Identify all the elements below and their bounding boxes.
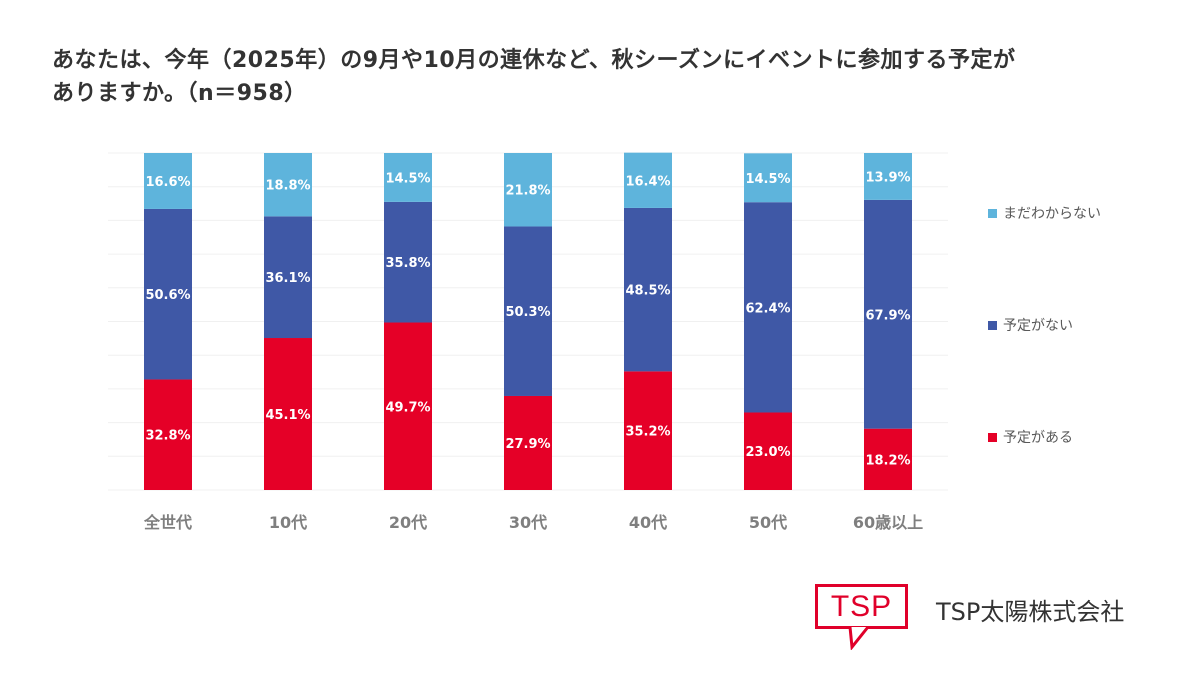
- data-label: 14.5%: [745, 172, 790, 187]
- bar-segment: [744, 412, 792, 490]
- x-tick-label: 30代: [509, 513, 547, 532]
- legend-item-has-plan: 予定がある: [988, 427, 1073, 447]
- bar-segment: [744, 202, 792, 413]
- chart-title: あなたは、今年（2025年）の9月や10月の連休など、秋シーズンにイベントに参加…: [52, 44, 1192, 110]
- legend-label-no-plan: 予定がない: [1003, 318, 1073, 334]
- bar-segment: [504, 395, 552, 490]
- data-label: 32.8%: [145, 429, 190, 444]
- data-label: 13.9%: [865, 170, 910, 185]
- data-label: 62.4%: [745, 301, 790, 316]
- legend-item-no-plan: 予定がない: [988, 315, 1073, 335]
- data-label: 35.2%: [625, 425, 670, 440]
- company-name: TSP太陽株式会社: [936, 598, 1125, 626]
- bar-segment: [264, 153, 312, 217]
- bar-segment: [384, 153, 432, 202]
- legend-swatch-no-plan: [988, 320, 997, 330]
- tsp-logo: TSP: [815, 584, 908, 629]
- bar-segment: [864, 428, 912, 490]
- bar-segment: [144, 208, 192, 380]
- x-tick-label: 10代: [269, 513, 307, 532]
- data-label: 21.8%: [505, 184, 550, 199]
- data-label: 49.7%: [385, 400, 430, 415]
- data-label: 50.6%: [145, 288, 190, 303]
- legend-swatch-has-plan: [988, 432, 997, 442]
- bar-segment: [744, 153, 792, 203]
- bar-segment: [384, 322, 432, 490]
- data-label: 27.9%: [505, 437, 550, 452]
- speech-bubble-tail-icon: [848, 626, 870, 650]
- data-label: 36.1%: [265, 271, 310, 286]
- bar-segment: [864, 153, 912, 200]
- chart-title-line-1: あなたは、今年（2025年）の9月や10月の連休など、秋シーズンにイベントに参加…: [52, 48, 1016, 73]
- data-label: 16.4%: [625, 174, 670, 189]
- x-tick-label: 40代: [629, 513, 667, 532]
- data-label: 23.0%: [745, 445, 790, 460]
- data-label: 50.3%: [505, 305, 550, 320]
- bar-segment: [624, 207, 672, 372]
- bar-segment: [144, 379, 192, 490]
- x-tick-label: 60歳以上: [853, 513, 923, 532]
- x-tick-label: 全世代: [143, 513, 192, 532]
- data-label: 14.5%: [385, 171, 430, 186]
- chart-title-line-2: ありますか。（n＝958）: [52, 81, 307, 106]
- x-tick-label: 20代: [389, 513, 427, 532]
- bar-segment: [864, 199, 912, 429]
- legend-label-undecided: まだわからない: [1003, 206, 1101, 222]
- bar-segment: [624, 152, 672, 208]
- legend-swatch-undecided: [988, 208, 997, 218]
- legend-item-undecided: まだわからない: [988, 203, 1101, 223]
- data-label: 35.8%: [385, 256, 430, 271]
- data-label: 67.9%: [865, 308, 910, 323]
- bar-segment: [264, 338, 312, 490]
- bar-segment: [264, 216, 312, 339]
- data-label: 16.6%: [145, 175, 190, 190]
- bar-segment: [144, 153, 192, 209]
- data-label: 48.5%: [625, 284, 670, 299]
- tsp-logo-mark: TSP: [830, 590, 893, 623]
- x-tick-label: 50代: [749, 513, 787, 532]
- bar-segment: [504, 153, 552, 227]
- bar-segment: [624, 371, 672, 490]
- data-label: 45.1%: [265, 408, 310, 423]
- bar-segment: [504, 226, 552, 396]
- legend-label-has-plan: 予定がある: [1003, 430, 1073, 446]
- bar-segment: [384, 201, 432, 323]
- data-label: 18.2%: [865, 453, 910, 468]
- data-label: 18.8%: [265, 179, 310, 194]
